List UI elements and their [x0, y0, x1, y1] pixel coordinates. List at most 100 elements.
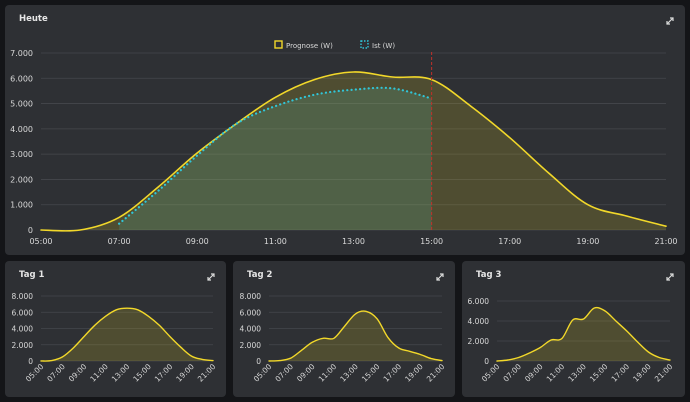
data-point: [289, 357, 292, 360]
data-point: [391, 87, 394, 90]
y-tick-label: 2.000: [12, 341, 34, 350]
data-point: [343, 325, 346, 328]
x-tick-label: 21:00: [654, 237, 677, 246]
expand-arrows-icon[interactable]: [205, 268, 217, 281]
chart-tag-3: 0 2.000 4.000 6.000 05:00 07:00 09:00 11:00 13:0…: [468, 297, 675, 384]
legend-label-prognose: Prognose (W): [286, 42, 333, 50]
data-point: [212, 359, 215, 362]
data-point: [496, 360, 499, 363]
data-point: [517, 356, 520, 359]
x-tick-label: 17:00: [153, 362, 175, 384]
series-line-0: [40, 71, 667, 232]
y-tick-label: 6.000: [468, 297, 490, 306]
panel-heute: Heute 0 1.000 2.000 3.000 4.000 5.000 6.000 7.0…: [5, 5, 685, 255]
data-point: [104, 315, 107, 318]
data-point: [528, 352, 531, 355]
data-point: [539, 346, 542, 349]
data-point: [157, 189, 160, 192]
y-tick-label: 8.000: [12, 292, 34, 301]
expand-arrows-icon[interactable]: [664, 12, 676, 25]
expand-arrow-head-bottom: [666, 21, 670, 25]
data-point: [300, 349, 303, 352]
data-point: [311, 341, 314, 344]
expand-arrow-head-top: [440, 273, 444, 277]
x-tick-label: 05:00: [29, 237, 52, 246]
data-point: [636, 341, 639, 344]
data-point: [268, 360, 271, 363]
data-point: [647, 351, 650, 354]
panel-tag-2: Tag 2 0 2.000 4.000 6.000 8.000 05:00 07:00 09:…: [233, 261, 455, 397]
y-tick-label: 4.000: [12, 325, 34, 334]
data-point: [235, 122, 238, 125]
data-point: [604, 310, 607, 313]
x-tick-label: 05:00: [252, 362, 274, 384]
x-tick-label: 19:00: [631, 362, 653, 384]
expand-arrow-shaft: [436, 273, 444, 281]
y-tick-label: 0: [28, 357, 33, 366]
data-point: [147, 315, 150, 318]
data-point: [79, 229, 82, 232]
x-tick-label: 09:00: [523, 362, 545, 384]
data-point: [571, 319, 574, 322]
data-point: [50, 359, 53, 362]
chart-heute: 0 1.000 2.000 3.000 4.000 5.000 6.000 7.000 05:0…: [10, 40, 678, 246]
y-tick-label: 3.000: [10, 150, 33, 159]
data-point: [115, 308, 118, 311]
y-tick-label: 0: [484, 357, 489, 366]
expand-arrow-head-bottom: [207, 277, 211, 281]
data-point: [158, 324, 161, 327]
data-point: [593, 307, 596, 310]
panel-tag-3: Tag 3 0 2.000 4.000 6.000 05:00 07:00 09:00 11:…: [462, 261, 685, 397]
y-tick-label: 0: [28, 226, 33, 235]
x-tick-label: 11:00: [88, 362, 110, 384]
expand-arrow-shaft: [666, 17, 674, 25]
data-point: [322, 337, 325, 340]
panel-title: Tag 2: [247, 270, 273, 280]
data-point: [136, 308, 139, 311]
panel-title: Tag 3: [476, 270, 502, 280]
y-tick-label: 2.000: [240, 341, 262, 350]
x-tick-label: 15:00: [420, 237, 443, 246]
data-point: [40, 229, 43, 232]
data-point: [352, 70, 355, 73]
data-point: [550, 339, 553, 342]
x-tick-label: 17:00: [498, 237, 521, 246]
data-point: [408, 350, 411, 353]
x-tick-label: 09:00: [67, 362, 89, 384]
series-line-0: [268, 310, 443, 362]
expand-arrow-head-top: [670, 273, 674, 277]
data-point: [61, 355, 64, 358]
x-tick-label: 15:00: [588, 362, 610, 384]
data-point: [365, 310, 368, 313]
y-tick-label: 5.000: [10, 100, 33, 109]
expand-arrows-glyph: [666, 273, 674, 281]
data-point: [586, 203, 589, 206]
data-point: [469, 105, 472, 108]
x-tick-label: 21:00: [196, 362, 218, 384]
expand-arrows-icon[interactable]: [434, 268, 446, 281]
data-point: [391, 76, 394, 79]
data-point: [506, 359, 509, 362]
data-point: [352, 88, 355, 91]
y-tick-label: 6.000: [240, 308, 262, 317]
data-point: [313, 93, 316, 96]
expand-arrow-head-bottom: [666, 277, 670, 281]
data-point: [625, 330, 628, 333]
legend: Prognose (W) Ist (W): [274, 40, 395, 50]
expand-arrows-icon[interactable]: [664, 268, 676, 281]
data-point: [72, 347, 75, 350]
chart-tag-2: 0 2.000 4.000 6.000 8.000 05:00 07:00 09:00 11:0…: [240, 292, 447, 384]
data-point: [190, 355, 193, 358]
data-point: [614, 320, 617, 323]
data-point: [196, 154, 199, 157]
data-point: [508, 136, 511, 139]
x-tick-label: 11:00: [264, 237, 287, 246]
x-tick-label: 07:00: [45, 362, 67, 384]
y-tick-label: 2.000: [10, 175, 33, 184]
x-tick-label: 11:00: [545, 362, 567, 384]
data-point: [354, 312, 357, 315]
x-tick-label: 05:00: [24, 362, 46, 384]
x-tick-label: 09:00: [186, 237, 209, 246]
data-point: [169, 335, 172, 338]
data-point: [274, 105, 277, 108]
